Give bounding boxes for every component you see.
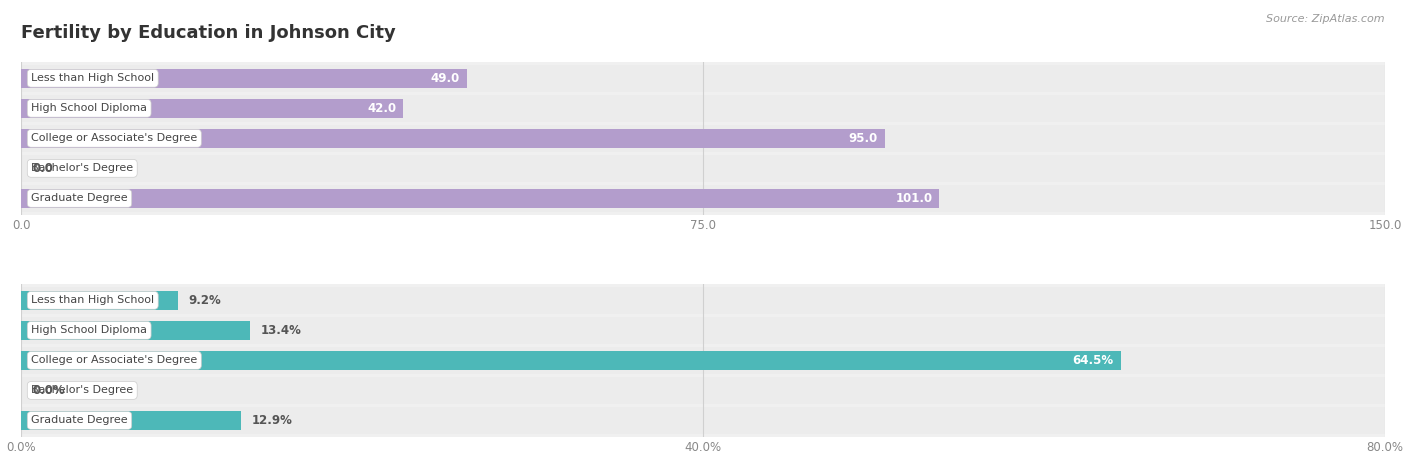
Text: Source: ZipAtlas.com: Source: ZipAtlas.com	[1267, 14, 1385, 24]
Bar	[21, 347, 1385, 374]
Text: 95.0: 95.0	[849, 132, 877, 145]
Bar	[21, 287, 1385, 314]
Bar	[21, 317, 1385, 344]
Text: Less than High School: Less than High School	[31, 73, 155, 83]
Bar	[21, 185, 1385, 212]
Text: Bachelor's Degree: Bachelor's Degree	[31, 163, 134, 173]
Text: 13.4%: 13.4%	[260, 324, 301, 337]
Text: High School Diploma: High School Diploma	[31, 103, 148, 114]
Text: 0.0: 0.0	[32, 162, 53, 175]
Text: 0.0%: 0.0%	[32, 384, 65, 397]
Text: 101.0: 101.0	[896, 192, 932, 205]
Text: Graduate Degree: Graduate Degree	[31, 416, 128, 426]
Bar	[21, 125, 1385, 152]
Bar	[21, 65, 1385, 92]
Text: 12.9%: 12.9%	[252, 414, 292, 427]
Bar	[21, 69, 467, 87]
Bar	[21, 189, 939, 208]
Bar	[21, 321, 249, 340]
Text: 49.0: 49.0	[430, 72, 460, 85]
Bar	[21, 95, 1385, 122]
Bar	[21, 129, 884, 148]
Text: High School Diploma: High School Diploma	[31, 325, 148, 335]
Bar	[21, 351, 1121, 370]
Bar	[21, 291, 179, 310]
Text: College or Associate's Degree: College or Associate's Degree	[31, 355, 197, 365]
Bar	[21, 155, 1385, 182]
Bar	[21, 407, 1385, 434]
Text: College or Associate's Degree: College or Associate's Degree	[31, 133, 197, 143]
Text: 9.2%: 9.2%	[188, 294, 222, 307]
Text: 64.5%: 64.5%	[1073, 354, 1114, 367]
Bar	[21, 411, 240, 430]
Bar	[21, 99, 404, 118]
Text: Less than High School: Less than High School	[31, 295, 155, 305]
Text: Fertility by Education in Johnson City: Fertility by Education in Johnson City	[21, 24, 396, 42]
Text: Graduate Degree: Graduate Degree	[31, 193, 128, 203]
Text: 42.0: 42.0	[367, 102, 396, 115]
Text: Bachelor's Degree: Bachelor's Degree	[31, 385, 134, 396]
Bar	[21, 377, 1385, 404]
